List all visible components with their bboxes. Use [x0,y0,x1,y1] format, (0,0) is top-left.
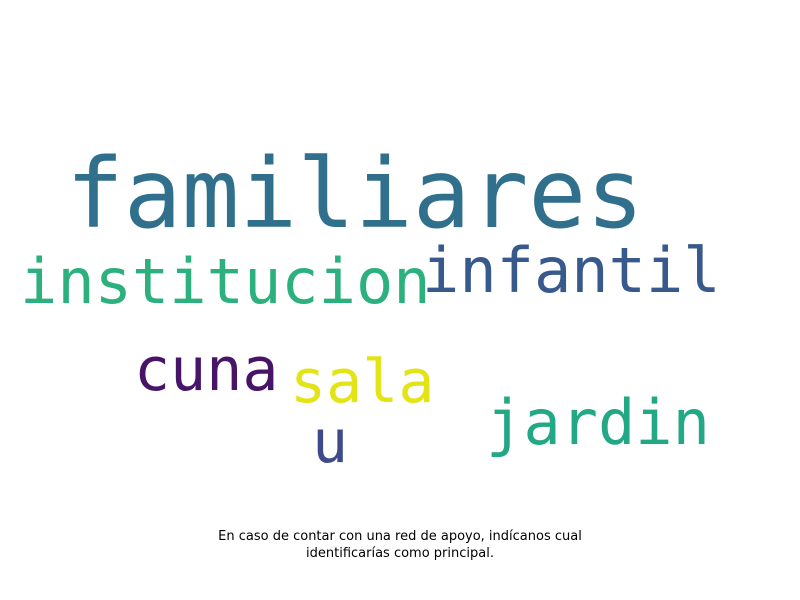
word-cuna: cuna [134,335,279,405]
caption-line-1: En caso de contar con una red de apoyo, … [218,529,582,544]
caption-line-2: identificarías como principal. [306,546,494,561]
caption: En caso de contar con una red de apoyo, … [150,528,650,562]
word-u: u [312,407,349,477]
word-infantil: infantil [422,234,721,307]
word-jardin: jardin [486,386,710,459]
word-familiares: familiares [66,138,644,250]
word-institucion: institucion [20,245,431,318]
word-sala: sala [290,347,435,417]
